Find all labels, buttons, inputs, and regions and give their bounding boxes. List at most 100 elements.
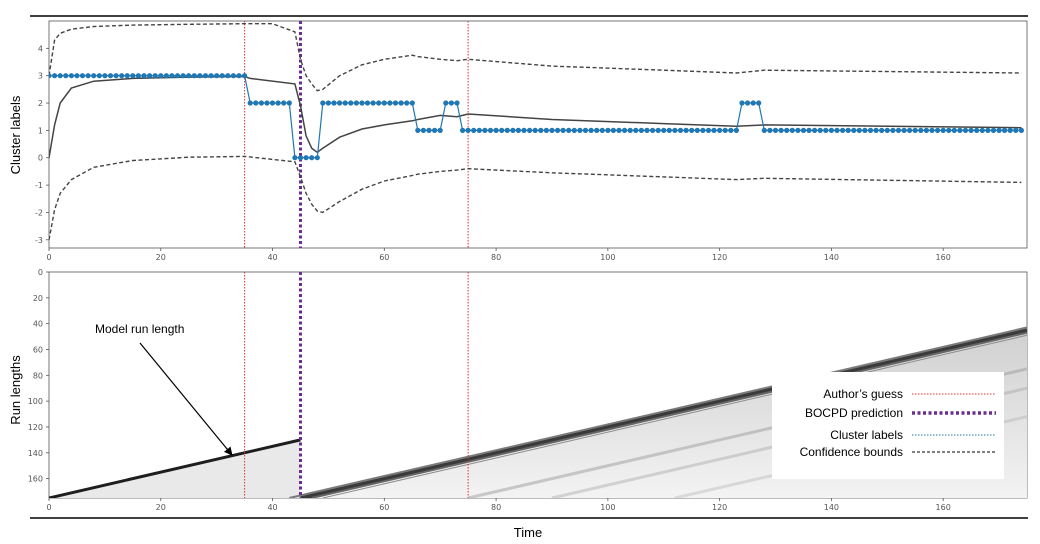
cluster-point: [962, 127, 969, 133]
cluster-point: [49, 73, 52, 79]
cluster-point: [493, 127, 499, 133]
cluster-point: [191, 73, 197, 79]
cluster-point: [258, 100, 264, 106]
cluster-point: [856, 127, 862, 133]
cluster-point: [454, 100, 460, 106]
cluster-point: [907, 127, 913, 133]
top-x-tick-label: 60: [379, 253, 389, 262]
cluster-point: [208, 73, 214, 79]
run-length-annotation: Model run length: [95, 322, 184, 336]
cluster-point: [650, 127, 656, 133]
bottom-x-tick-label: 60: [379, 503, 389, 512]
cluster-point: [275, 100, 281, 106]
cluster-point: [895, 127, 902, 133]
cluster-point: [353, 100, 359, 106]
cluster-point: [912, 127, 918, 133]
cluster-point: [538, 127, 544, 133]
cluster-point: [728, 127, 734, 133]
cluster-point: [286, 100, 292, 106]
bottom-y-tick-label: 20: [33, 294, 43, 303]
top-y-axis-label: Cluster labels: [8, 95, 23, 174]
cluster-point: [107, 73, 114, 79]
cluster-point: [745, 100, 751, 106]
cluster-labels-panel: -3 -2 -1 0 1 2 3 4 0 20 40 60 80 100 120 140 160 Cluste…: [8, 20, 1028, 262]
cluster-point: [677, 127, 684, 133]
cluster-point: [739, 100, 745, 106]
cluster-point: [1018, 127, 1024, 133]
cluster-point: [152, 73, 158, 79]
cluster-point: [63, 73, 69, 79]
cluster-point: [918, 127, 924, 133]
cluster-point: [314, 155, 320, 161]
top-y-tick-label: 1: [38, 126, 43, 135]
cluster-point: [141, 73, 147, 79]
legend-box: [772, 372, 1004, 479]
cluster-point: [331, 100, 337, 106]
cluster-point: [476, 127, 482, 133]
run-length-band-2b: [311, 331, 1027, 498]
cluster-point: [186, 73, 192, 79]
cluster-point: [923, 127, 930, 133]
cluster-point: [1013, 127, 1019, 133]
cluster-point: [555, 127, 561, 133]
cluster-point: [448, 100, 454, 106]
legend: Author’s guess BOCPD prediction Cluster …: [772, 372, 1004, 479]
cluster-point: [990, 127, 997, 133]
bottom-x-tick-label: 0: [46, 503, 51, 512]
upper-bound-line: [49, 23, 1022, 92]
cluster-point: [722, 127, 728, 133]
top-y-tick-label: -1: [35, 181, 43, 190]
cluster-point: [543, 127, 550, 133]
cluster-point: [566, 127, 572, 133]
cluster-point: [683, 127, 689, 133]
cluster-point: [800, 127, 807, 133]
cluster-point: [510, 127, 516, 133]
cluster-point: [202, 73, 209, 79]
cluster-point: [504, 127, 510, 133]
cluster-point: [85, 73, 91, 79]
cluster-point: [303, 155, 309, 161]
run-length-band-2: [299, 327, 1027, 498]
cluster-point: [862, 127, 868, 133]
cluster-point: [415, 127, 421, 133]
bottom-y-tick-label: 0: [38, 268, 43, 277]
bottom-y-axis-label: Run lengths: [8, 355, 23, 425]
cluster-point: [119, 73, 125, 79]
cluster-point: [527, 127, 533, 133]
cluster-point: [437, 127, 443, 133]
cluster-point: [515, 127, 522, 133]
cluster-point: [359, 100, 365, 106]
cluster-point: [616, 127, 622, 133]
cluster-point: [946, 127, 952, 133]
bottom-x-tick-label: 80: [491, 503, 501, 512]
cluster-point: [320, 100, 326, 106]
bottom-x-tick-label: 140: [824, 503, 839, 512]
top-x-tick-label: 0: [46, 253, 51, 262]
cluster-point: [370, 100, 376, 106]
cluster-point: [264, 100, 270, 106]
cluster-point: [761, 127, 767, 133]
bottom-x-ticks: 0 20 40 60 80 100 120 140 160: [46, 498, 951, 512]
cluster-point: [979, 127, 985, 133]
cluster-point: [951, 127, 957, 133]
cluster-point: [633, 127, 639, 133]
cluster-point: [68, 73, 74, 79]
cluster-point: [147, 73, 153, 79]
cluster-point: [57, 73, 63, 79]
bottom-y-tick-label: 60: [33, 345, 43, 354]
top-x-tick-label: 100: [600, 253, 615, 262]
cluster-point: [957, 127, 963, 133]
cluster-point: [443, 100, 449, 106]
cluster-point: [700, 127, 706, 133]
cluster-point: [420, 127, 426, 133]
cluster-point: [214, 73, 220, 79]
top-x-tick-label: 80: [491, 253, 501, 262]
cluster-point: [750, 100, 756, 106]
cluster-point: [823, 127, 829, 133]
cluster-point: [158, 73, 164, 79]
cluster-point: [113, 73, 119, 79]
cluster-point: [465, 127, 471, 133]
bottom-y-tick-label: 80: [33, 371, 43, 380]
top-y-tick-label: 4: [38, 44, 43, 53]
